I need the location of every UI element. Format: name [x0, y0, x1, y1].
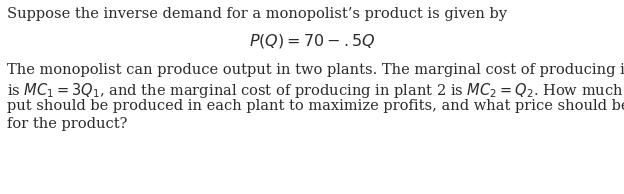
Text: for the product?: for the product? — [7, 117, 128, 131]
Text: put should be produced in each plant to maximize profits, and what price should : put should be produced in each plant to … — [7, 99, 624, 113]
Text: is $\mathit{MC}_1 = 3\mathit{Q}_1$, and the marginal cost of producing in plant : is $\mathit{MC}_1 = 3\mathit{Q}_1$, and … — [7, 81, 624, 100]
Text: $\mathit{P}(\mathit{Q}) = 70 - .5\mathit{Q}$: $\mathit{P}(\mathit{Q}) = 70 - .5\mathit… — [248, 32, 376, 50]
Text: The monopolist can produce output in two plants. The marginal cost of producing : The monopolist can produce output in two… — [7, 63, 624, 77]
Text: Suppose the inverse demand for a monopolist’s product is given by: Suppose the inverse demand for a monopol… — [7, 7, 507, 21]
